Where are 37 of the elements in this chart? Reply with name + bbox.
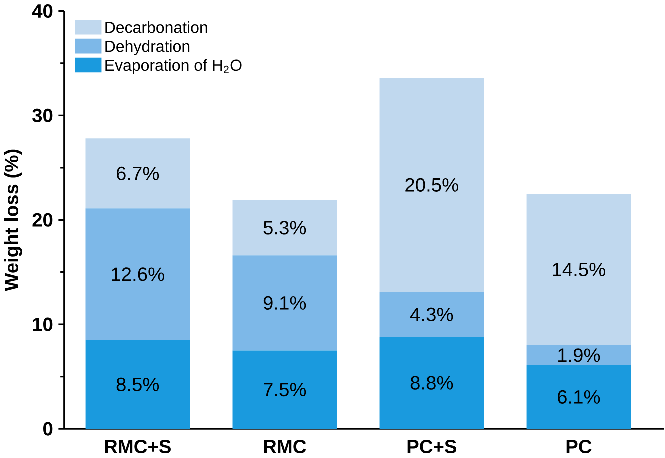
legend-label: Decarbonation	[106, 22, 208, 34]
data-label: 4.3%	[410, 308, 454, 322]
bar	[86, 208, 190, 340]
bar	[526, 345, 632, 366]
bar	[526, 365, 632, 430]
y-tick-label: 30	[32, 108, 53, 122]
bar	[380, 337, 484, 430]
data-label: 14.5%	[553, 263, 606, 277]
data-label: 12.6%	[112, 268, 164, 282]
data-label: 7.5%	[264, 383, 306, 397]
x-tick-label: RMC+S	[105, 440, 171, 454]
bar	[232, 256, 338, 351]
data-label: 8.8%	[410, 376, 454, 390]
y-axis-title: Weight loss (%)	[4, 150, 22, 292]
bar	[86, 340, 190, 430]
x-tick-label: RMC	[264, 440, 306, 454]
bar	[232, 350, 338, 430]
data-label: 20.5%	[406, 178, 458, 192]
data-label: 6.7%	[116, 166, 160, 180]
y-tick-label: 10	[33, 318, 53, 332]
y-tick-label: 20	[32, 213, 53, 227]
data-label: 8.5%	[116, 378, 160, 392]
data-label: 5.3%	[264, 221, 306, 235]
data-label: 1.9%	[558, 348, 600, 362]
y-tick-label: 40	[32, 4, 53, 18]
legend-label: Dehydration	[106, 40, 190, 56]
data-label: 9.1%	[264, 296, 306, 310]
data-label: 6.1%	[558, 390, 600, 404]
bar	[380, 292, 484, 338]
bar	[526, 194, 632, 346]
x-tick-label: PC+S	[408, 440, 456, 454]
y-tick-label: 0	[44, 422, 53, 436]
bar	[86, 138, 190, 209]
x-tick-label: PC	[566, 440, 592, 454]
bar	[380, 78, 484, 292]
legend-label: Evaporation of H$_{2}$O	[106, 59, 242, 74]
bar	[232, 200, 338, 256]
